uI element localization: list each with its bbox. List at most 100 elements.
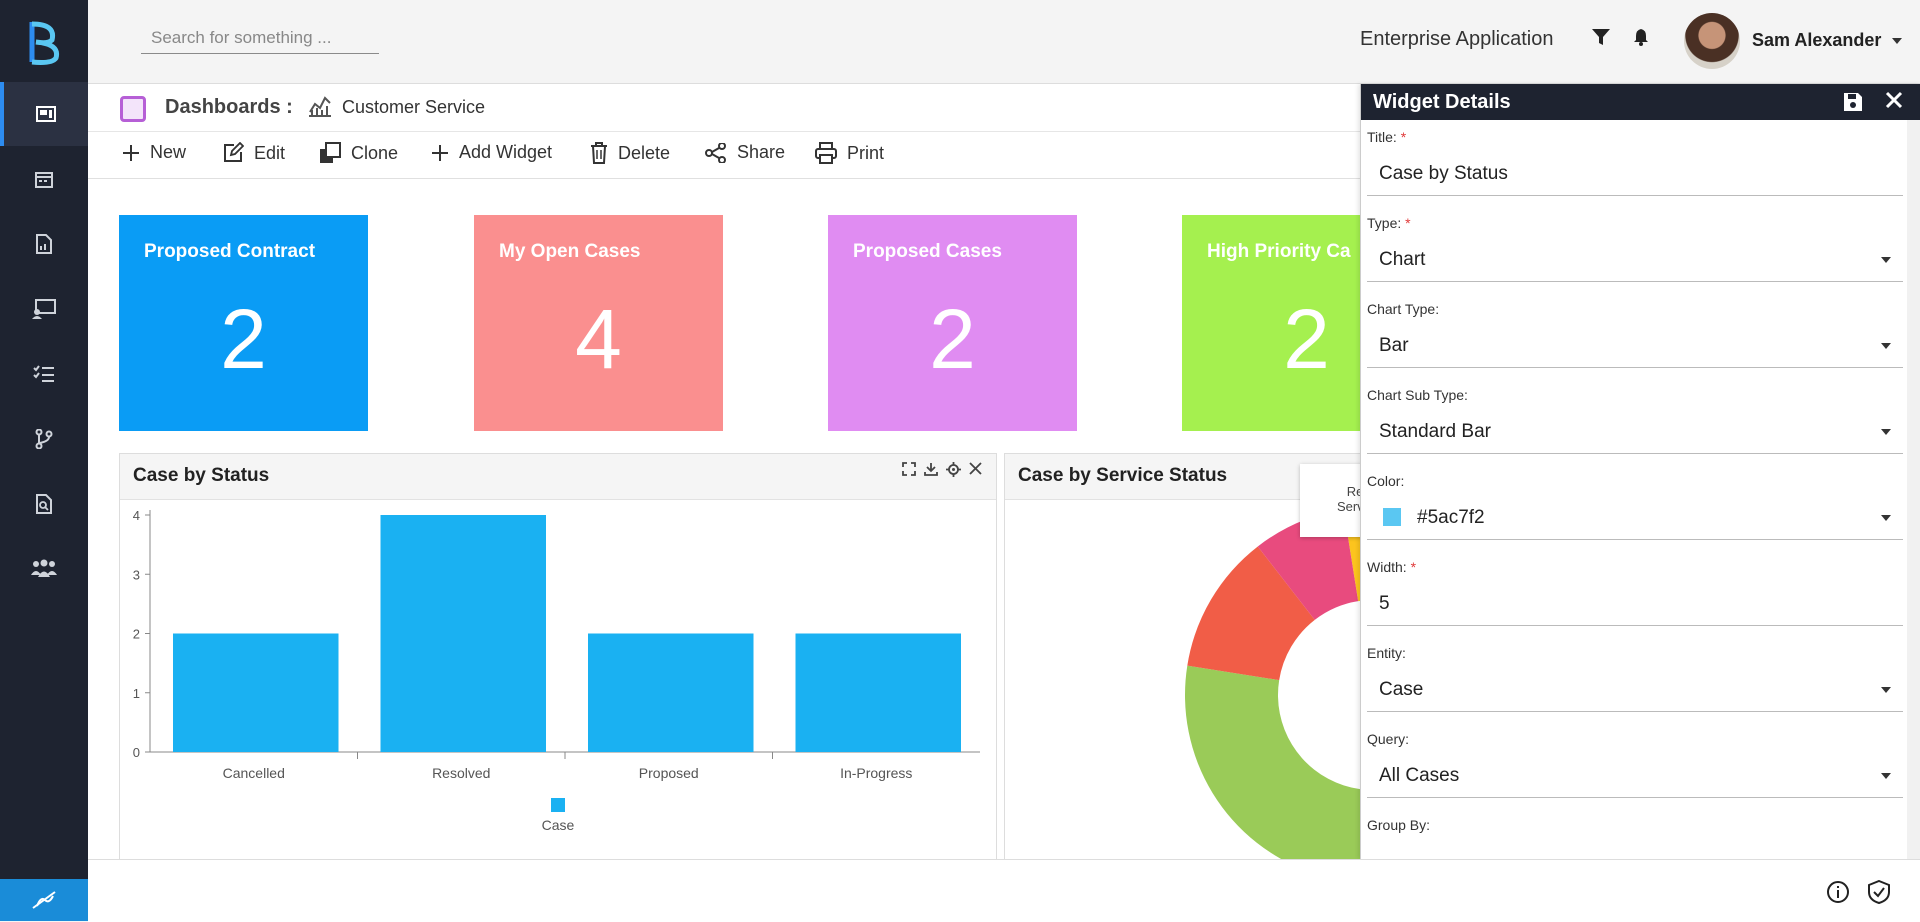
kpi-tile-my-open-cases[interactable]: My Open Cases 4	[474, 215, 723, 431]
donut-slice-1[interactable]	[1185, 665, 1360, 859]
sidebar-item-dashboard[interactable]	[0, 82, 88, 146]
save-button[interactable]	[1843, 92, 1863, 117]
search-document-icon	[36, 494, 52, 514]
sidebar-toggle-button[interactable]	[0, 879, 88, 921]
kpi-tile-proposed-cases[interactable]: Proposed Cases 2	[828, 215, 1077, 431]
kpi-tile-high-priority-cases[interactable]: High Priority Ca 2	[1182, 215, 1360, 431]
checklist-icon	[33, 365, 54, 382]
widget-title: Case by Service Status	[1018, 465, 1228, 486]
fullscreen-icon[interactable]	[902, 462, 916, 476]
field-query: Query: All Cases	[1367, 731, 1903, 798]
close-icon	[1885, 91, 1903, 109]
share-button[interactable]: Share	[705, 142, 785, 163]
scrollbar[interactable]	[1907, 120, 1920, 859]
y-tick-label: 1	[133, 686, 140, 701]
widget-case-by-status: Case by Status 0 1 2 3 4 Cancelled Resolved Pro…	[119, 453, 997, 859]
add-widget-label: Add Widget	[459, 142, 553, 162]
field-chart-type: Chart Type: Bar	[1367, 301, 1903, 368]
add-widget-button[interactable]: Add Widget	[431, 142, 552, 163]
chart-type-select[interactable]: Bar	[1367, 323, 1903, 368]
download-icon[interactable]	[924, 462, 938, 476]
kpi-tile-proposed-contract[interactable]: Proposed Contract 2	[119, 215, 368, 431]
sidebar-item-search-docs[interactable]	[0, 472, 88, 536]
calendar-icon	[35, 172, 53, 188]
user-name: Sam Alexander	[1752, 30, 1882, 50]
tile-value: 4	[575, 292, 622, 386]
app-logo[interactable]	[0, 0, 88, 84]
edit-button[interactable]: Edit	[222, 142, 285, 164]
color-select[interactable]: #5ac7f2	[1367, 495, 1903, 540]
x-tick-label: Proposed	[639, 765, 699, 781]
field-label: Title: *	[1367, 129, 1407, 145]
bar-resolved	[380, 515, 546, 752]
notifications-button[interactable]	[1633, 28, 1649, 51]
plus-icon	[432, 144, 448, 161]
delete-button[interactable]: Delete	[590, 142, 670, 164]
widget-details-panel: Widget Details Title: * Case by Status Typ…	[1360, 84, 1920, 859]
clone-label: Clone	[351, 142, 399, 163]
tooltip-line: Re	[1346, 484, 1360, 499]
new-button[interactable]: New	[122, 142, 186, 163]
shield-check-icon	[1868, 879, 1890, 905]
dashboard-icon	[36, 106, 56, 122]
y-tick-label: 4	[133, 508, 140, 523]
breadcrumb-current[interactable]: Customer Service	[342, 97, 486, 117]
branch-icon	[35, 429, 53, 449]
widget-header: Case by Status	[120, 454, 996, 500]
field-entity: Entity: Case	[1367, 645, 1903, 712]
tile-value: 2	[1283, 292, 1330, 386]
field-chart-sub-type: Chart Sub Type: Standard Bar	[1367, 387, 1903, 454]
field-value: Case by Status	[1379, 163, 1508, 184]
x-tick-label: In-Progress	[840, 765, 912, 781]
type-select[interactable]: Chart	[1367, 237, 1903, 282]
gear-icon[interactable]	[946, 462, 961, 477]
bell-icon	[1634, 29, 1648, 46]
tile-value: 2	[220, 292, 267, 386]
sidebar-item-reports[interactable]	[0, 212, 88, 276]
field-label: Query:	[1367, 731, 1410, 747]
plus-icon	[123, 144, 139, 161]
bar-cancelled	[173, 633, 339, 752]
search-input[interactable]	[141, 22, 379, 54]
field-type: Type: * Chart	[1367, 215, 1903, 282]
security-button[interactable]	[1868, 879, 1890, 909]
x-tick-label: Cancelled	[223, 765, 285, 781]
print-label: Print	[847, 142, 885, 163]
tile-value: 2	[929, 292, 976, 386]
widget-title: Case by Status	[133, 465, 270, 486]
close-button[interactable]	[1885, 91, 1903, 114]
field-value: Standard Bar	[1379, 421, 1491, 442]
breadcrumb: Dashboards : Customer Service	[88, 84, 1360, 132]
avatar[interactable]	[1684, 13, 1740, 69]
app-name: Enterprise Application	[1360, 28, 1554, 50]
chevron-down-icon	[1881, 429, 1891, 435]
sidebar-item-teams[interactable]	[0, 537, 88, 601]
sidebar-item-workflow[interactable]	[0, 407, 88, 471]
entity-select[interactable]: Case	[1367, 667, 1903, 712]
title-input[interactable]: Case by Status	[1367, 151, 1903, 196]
sidebar-item-tasks[interactable]	[0, 342, 88, 406]
chart-sub-type-select[interactable]: Standard Bar	[1367, 409, 1903, 454]
edit-icon	[224, 142, 244, 162]
x-tick-label: Resolved	[432, 765, 490, 781]
sidebar-item-calendar[interactable]	[0, 147, 88, 211]
tile-title: Proposed Cases	[853, 241, 1002, 262]
width-input[interactable]: 5	[1367, 581, 1903, 626]
close-icon[interactable]	[969, 462, 982, 475]
user-menu[interactable]: Sam Alexander	[1752, 30, 1903, 51]
edit-label: Edit	[254, 142, 286, 163]
filter-button[interactable]	[1591, 28, 1611, 51]
filter-icon	[1592, 29, 1610, 45]
field-value: Case	[1379, 679, 1424, 700]
line-chart-icon	[307, 94, 333, 123]
info-button[interactable]	[1826, 880, 1850, 909]
legend-swatch	[551, 798, 565, 812]
query-select[interactable]: All Cases	[1367, 753, 1903, 798]
field-color: Color: #5ac7f2	[1367, 473, 1903, 540]
chart-tooltip: Re Servic	[1300, 464, 1360, 537]
field-value: #5ac7f2	[1417, 507, 1485, 528]
sidebar-item-monitor[interactable]	[0, 277, 88, 341]
clone-button[interactable]: Clone	[319, 142, 398, 164]
donut-slice-2[interactable]	[1187, 546, 1315, 681]
print-button[interactable]: Print	[815, 142, 884, 164]
